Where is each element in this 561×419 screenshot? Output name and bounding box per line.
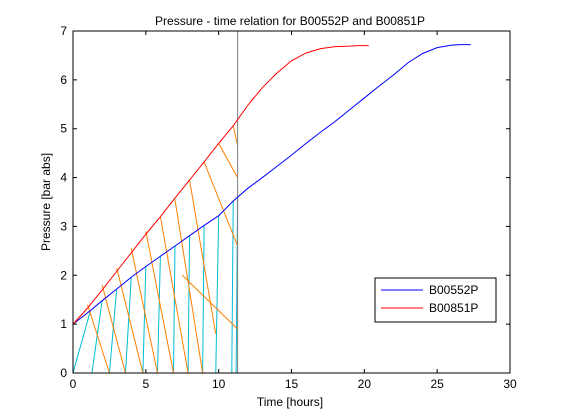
y-axis-ticks: 0 1 2 3 4 5 6 7 — [60, 24, 510, 380]
annotation-line-19 — [159, 216, 189, 374]
annotation-line-8 — [187, 235, 191, 374]
y-tick-label: 3 — [60, 219, 67, 233]
annotation-line-11 — [231, 201, 234, 374]
annotation-line-7 — [173, 245, 176, 374]
y-tick-label: 7 — [60, 24, 67, 38]
plot-area — [72, 31, 471, 374]
legend: B00552P B00851P — [374, 277, 497, 323]
annotation-line-1 — [72, 310, 91, 374]
annotation-line-2 — [91, 300, 103, 374]
legend-box — [374, 277, 497, 323]
annotation-line-21 — [189, 179, 217, 334]
annotation-line-25 — [181, 274, 238, 330]
x-tick-label: 30 — [503, 377, 517, 391]
y-tick-label: 4 — [60, 171, 67, 185]
annotation-line-5 — [142, 266, 147, 374]
x-tick-label: 20 — [358, 377, 372, 391]
x-tick-label: 10 — [212, 377, 226, 391]
annotation-line-4 — [124, 277, 132, 374]
y-tick-label: 6 — [60, 73, 67, 87]
annotation-line-24 — [232, 125, 239, 146]
annotation-line-14 — [87, 304, 110, 374]
series-lines — [72, 44, 471, 325]
legend-label-b00552p: B00552P — [429, 283, 478, 297]
annotation-line-3 — [108, 288, 118, 374]
annotation-line-18 — [145, 231, 175, 374]
annotation-line-20 — [174, 199, 204, 374]
x-tick-label: 0 — [70, 377, 77, 391]
x-axis-label: Time [hours] — [257, 395, 323, 409]
annotation-line-10 — [215, 215, 220, 374]
annotation-line-23 — [218, 143, 239, 178]
annotation-line-6 — [156, 256, 161, 374]
chart-title: Pressure - time relation for B00552P and… — [155, 14, 425, 28]
legend-label-b00851p: B00851P — [429, 301, 478, 315]
y-tick-label: 5 — [60, 122, 67, 136]
x-axis-ticks: 0 5 10 15 20 25 30 — [70, 31, 517, 391]
annotation-line-22 — [203, 161, 239, 247]
series-line-b00851p — [72, 45, 369, 325]
y-axis-label: Pressure [bar abs] — [39, 153, 53, 251]
series-line-b00552p — [72, 44, 471, 325]
y-tick-label: 1 — [60, 317, 67, 331]
annotation-line-17 — [130, 248, 158, 374]
x-tick-label: 15 — [285, 377, 299, 391]
y-tick-label: 0 — [60, 366, 67, 380]
x-tick-label: 25 — [430, 377, 444, 391]
x-tick-label: 5 — [142, 377, 149, 391]
annotation-line-9 — [202, 225, 205, 374]
y-tick-label: 2 — [60, 268, 67, 282]
annotation-line-15 — [101, 284, 126, 374]
